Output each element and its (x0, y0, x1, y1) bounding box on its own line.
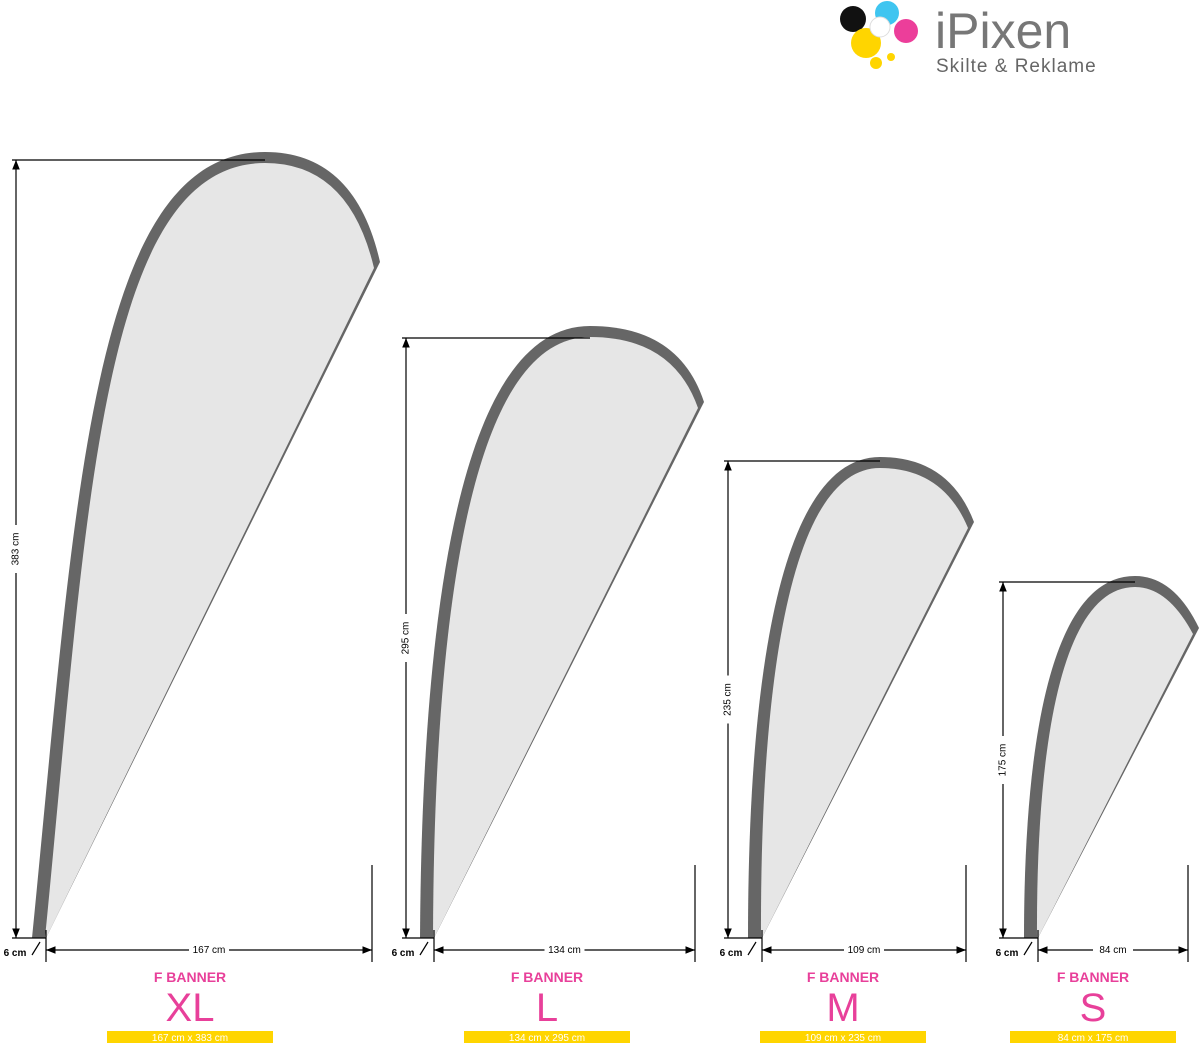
size-bar (1010, 1031, 1176, 1043)
label-bg (996, 736, 1010, 784)
width-label: 167 cm (193, 945, 226, 956)
label-bg (189, 944, 229, 956)
label-bg (844, 944, 884, 956)
width-label: 134 cm (548, 945, 581, 956)
pole-label: 6 cm (4, 948, 27, 959)
banner-dimensions: 167 cm x 383 cm (152, 1033, 228, 1044)
size-bar (107, 1031, 273, 1043)
label-bg (721, 675, 735, 724)
flag-fabric (760, 468, 968, 938)
label-bg (544, 944, 585, 956)
height-label: 295 cm (401, 622, 412, 655)
banner-size: XL (166, 986, 215, 1030)
dim-line (1023, 941, 1033, 956)
flag-fabric (1036, 587, 1193, 938)
flag-fabric (433, 337, 698, 938)
label-bg (9, 525, 23, 573)
banner-size: M (826, 986, 859, 1030)
pole-label: 6 cm (392, 948, 415, 959)
width-label: 109 cm (848, 945, 881, 956)
banner-dimensions: 109 cm x 235 cm (805, 1033, 881, 1044)
logo: iPixen Skilte & Reklame (840, 1, 1097, 77)
label-bg (399, 614, 413, 662)
dim-line (747, 941, 757, 956)
height-label: 175 cm (998, 744, 1009, 777)
banner-dimensions: 134 cm x 295 cm (509, 1033, 585, 1044)
logo-name: iPixen (935, 3, 1071, 59)
pole-label: 6 cm (996, 948, 1019, 959)
banner-type: F BANNER (154, 969, 226, 985)
height-label: 235 cm (723, 683, 734, 716)
banner-size: S (1080, 986, 1107, 1030)
label-bg (1093, 944, 1133, 956)
dim-line (419, 941, 429, 956)
banner-size: L (536, 986, 558, 1030)
size-bar (464, 1031, 630, 1043)
banner-type: F BANNER (807, 969, 879, 985)
logo-tagline: Skilte & Reklame (936, 56, 1097, 77)
height-label: 383 cm (11, 533, 22, 566)
banner-type: F BANNER (1057, 969, 1129, 985)
flag-fabric (45, 163, 374, 938)
dim-line (31, 941, 41, 956)
size-bar (760, 1031, 926, 1043)
pole-label: 6 cm (720, 948, 743, 959)
banner-type: F BANNER (511, 969, 583, 985)
width-label: 84 cm (1099, 945, 1126, 956)
banner-dimensions: 84 cm x 175 cm (1058, 1033, 1129, 1044)
